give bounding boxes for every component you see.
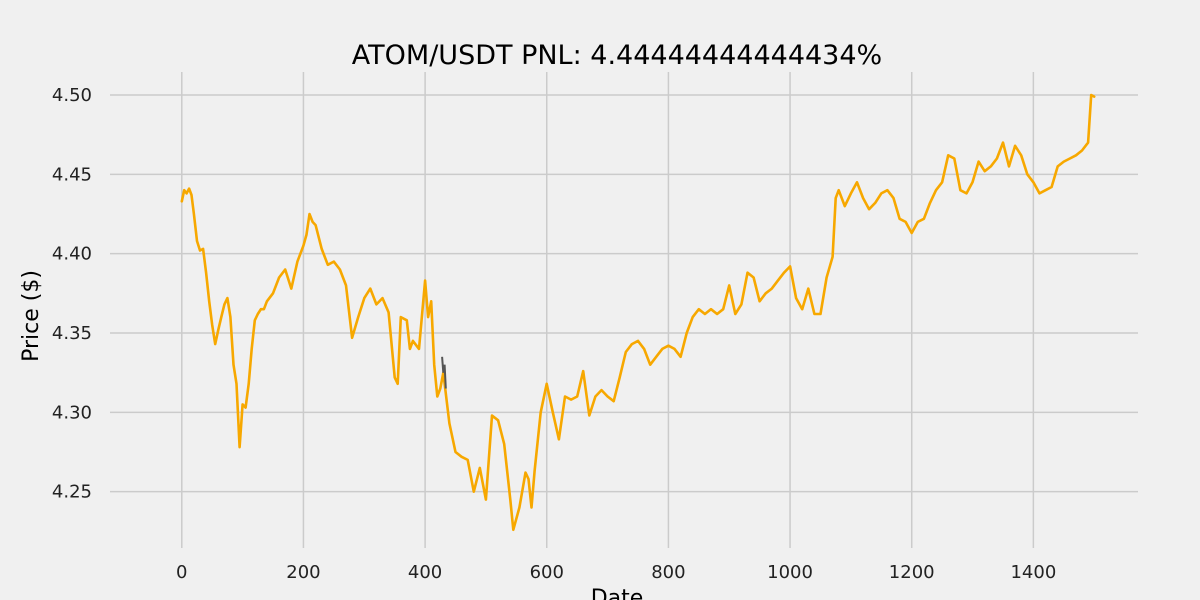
- x-tick-label: 1200: [889, 562, 935, 583]
- y-tick-label: 4.30: [52, 402, 92, 423]
- grid: [110, 72, 1138, 548]
- y-tick-label: 4.40: [52, 244, 92, 265]
- x-tick-label: 400: [408, 562, 442, 583]
- chart-title: ATOM/USDT PNL: 4.44444444444434%: [352, 40, 882, 71]
- x-axis-label: Date: [591, 586, 644, 600]
- y-axis-label: Price ($): [19, 270, 44, 362]
- x-tick-label: 800: [651, 562, 685, 583]
- x-tick-label: 200: [286, 562, 320, 583]
- y-tick-label: 4.35: [52, 323, 92, 344]
- price-line-layer: [180, 93, 1096, 532]
- y-tick-label: 4.45: [52, 164, 92, 185]
- highlight-segment-line: [441, 356, 447, 389]
- x-tick-label: 1000: [767, 562, 813, 583]
- x-tick-label: 600: [530, 562, 564, 583]
- y-tick-label: 4.50: [52, 85, 92, 106]
- x-tick-label: 0: [176, 562, 187, 583]
- tick-labels: 0 200 400 600 800 1000 1200 1400 4.25 4.30 4.35 4.4…: [52, 85, 1056, 583]
- x-tick-label: 1400: [1010, 562, 1056, 583]
- y-tick-label: 4.25: [52, 482, 92, 503]
- price-series-line: [180, 93, 1096, 532]
